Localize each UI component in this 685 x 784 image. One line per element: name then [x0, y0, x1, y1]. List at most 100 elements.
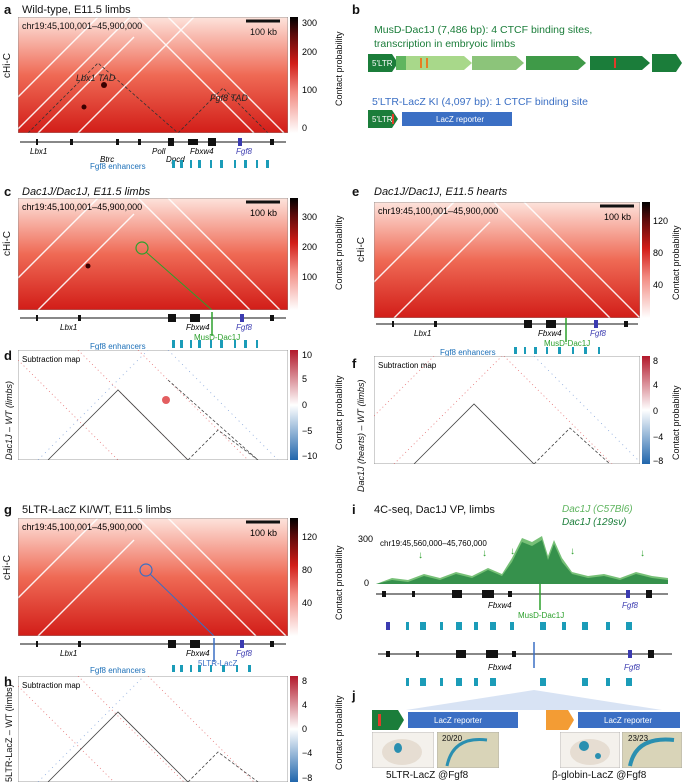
legend-c57bl6: Dac1J (C57Bl6)	[562, 504, 633, 515]
coords-text: chr19:45,100,001–45,900,000	[22, 21, 142, 31]
svg-text:200: 200	[302, 242, 317, 252]
reporter-1-label: LacZ reporter	[434, 716, 482, 725]
tad-triangles	[27, 62, 269, 133]
count-2: 23/23	[628, 734, 649, 743]
panel-g-hic-map: chr19:45,100,001–45,900,000 100 kb	[18, 518, 288, 636]
svg-text:10: 10	[302, 350, 312, 360]
embryo-image-2	[560, 732, 620, 768]
svg-text:↓: ↓	[640, 548, 645, 559]
panel-a-colorbar: 300 200 100 0	[290, 17, 317, 133]
svg-text:Fgf8: Fgf8	[236, 649, 253, 658]
panel-label-g: g	[4, 502, 12, 517]
panel-a-cbar-label: Contact probability	[334, 31, 344, 106]
panel-g-colorbar: 120 80 40	[290, 518, 317, 636]
panel-e-hic-map: chr19:45,100,001–45,900,000 100 kb	[374, 202, 640, 318]
svg-text:300: 300	[302, 18, 317, 28]
panel-f-subtraction-map: Subtraction map	[374, 356, 640, 464]
panel-a-ylabel: cHi-C	[2, 53, 13, 78]
panel-c-enhancers-label: Fgf8 enhancers	[90, 342, 146, 351]
contact-dot	[101, 82, 107, 88]
panel-label-a: a	[4, 2, 12, 17]
panel-i-enhancers	[386, 622, 632, 630]
tad-lines	[18, 17, 285, 133]
svg-text:5: 5	[302, 374, 307, 384]
panel-label-e: e	[352, 184, 360, 199]
ectopic-contact-circle	[135, 241, 149, 255]
svg-text:100 kb: 100 kb	[604, 212, 631, 222]
panel-f-ylabel: Dac1J (hearts) – WT (limbs)	[356, 379, 366, 492]
svg-text:5LTR-LacZ: 5LTR-LacZ	[198, 659, 238, 668]
heatmap-bg	[18, 17, 288, 133]
panel-e-ylabel: cHi-C	[356, 237, 367, 262]
panel-a-enhancers	[172, 160, 269, 168]
svg-text:80: 80	[302, 565, 312, 575]
panel-i-4c-track: 300 0 chr19:45,560,000–45,760,000 ↓ ↓ ↓ ↓ ↓ …	[358, 534, 668, 620]
panel-g-enhancers	[172, 665, 251, 672]
panel-f-cbar-label: Contact probability	[671, 385, 681, 460]
svg-text:120: 120	[302, 532, 317, 542]
tad-label-fgf8: Fgf8 TAD	[210, 93, 248, 103]
svg-text:Fbxw4: Fbxw4	[538, 329, 562, 338]
panel-i-title: 4C-seq, Dac1J VP, limbs	[374, 504, 495, 516]
panel-b-line3: 5'LTR-LacZ KI (4,097 bp): 1 CTCF binding…	[372, 96, 588, 108]
svg-text:5'LTR: 5'LTR	[372, 59, 393, 68]
limb-image-2	[622, 732, 682, 768]
panel-e-enhancers-label: Fgf8 enhancers	[440, 348, 496, 357]
svg-text:100 kb: 100 kb	[250, 208, 277, 218]
svg-text:Fgf8: Fgf8	[622, 601, 639, 610]
svg-text:Subtraction map: Subtraction map	[22, 681, 81, 690]
svg-text:chr19:45,100,001–45,900,000: chr19:45,100,001–45,900,000	[22, 522, 142, 532]
svg-text:−8: −8	[302, 773, 312, 783]
svg-text:Subtraction map: Subtraction map	[378, 361, 437, 370]
panel-d-ylabel: Dac1J – WT (limbs)	[4, 380, 14, 460]
panel-label-b: b	[352, 2, 360, 17]
svg-text:0: 0	[364, 578, 369, 588]
svg-text:100: 100	[302, 85, 317, 95]
svg-text:MusD-Dac1J: MusD-Dac1J	[544, 339, 590, 348]
svg-text:0: 0	[302, 400, 307, 410]
reporter-2-label: LacZ reporter	[604, 716, 652, 725]
svg-text:5'LTR: 5'LTR	[372, 115, 393, 124]
svg-text:40: 40	[302, 598, 312, 608]
panel-e-cbar-label: Contact probability	[671, 225, 681, 300]
panel-e-colorbar: 120 80 40	[642, 202, 668, 318]
panel-h-colorbar: 8 4 0 −4 −8	[290, 676, 312, 783]
svg-text:120: 120	[653, 216, 668, 226]
panel-b-line2: transcription in embryoic limbs	[374, 38, 516, 50]
panel-h-subtraction-map: Subtraction map	[18, 676, 288, 782]
panel-a-hic-map: chr19:45,100,001–45,900,000 100 kb Lbx1 …	[18, 17, 288, 133]
ectopic-contact-circle	[139, 563, 153, 577]
svg-text:LacZ reporter: LacZ reporter	[436, 115, 484, 124]
svg-text:−4: −4	[302, 748, 312, 758]
svg-text:100 kb: 100 kb	[250, 528, 277, 538]
panel-c-ylabel: cHi-C	[2, 231, 13, 256]
svg-text:Subtraction map: Subtraction map	[22, 355, 81, 364]
panel-g-gene-track: Lbx1 Fbxw4 Fgf8 5LTR-LacZ	[20, 638, 286, 668]
panel-b-line1: MusD-Dac1J (7,486 bp): 4 CTCF binding si…	[374, 24, 593, 36]
svg-text:Fbxw4: Fbxw4	[190, 147, 214, 156]
panel-label-h: h	[4, 674, 12, 689]
panel-g-enhancers-label: Fgf8 enhancers	[90, 666, 146, 675]
svg-text:↓: ↓	[570, 546, 575, 557]
svg-text:0: 0	[302, 123, 307, 133]
svg-text:−5: −5	[302, 426, 312, 436]
svg-text:300: 300	[302, 212, 317, 222]
panel-f-colorbar: 8 4 0 −4 −8	[642, 356, 663, 466]
svg-text:Fgf8: Fgf8	[590, 329, 607, 338]
svg-text:−4: −4	[653, 432, 663, 442]
svg-text:Fbxw4: Fbxw4	[186, 649, 210, 658]
count-1: 20/20	[442, 734, 463, 743]
panel-h-ylabel: 5LTR-LacZ – WT (limbs)	[4, 684, 14, 782]
svg-text:−10: −10	[302, 451, 317, 461]
scale-text: 100 kb	[250, 27, 277, 37]
caption-1: 5LTR-LacZ @Fgf8	[386, 770, 469, 781]
svg-text:300: 300	[358, 534, 373, 544]
svg-text:Fgf8: Fgf8	[624, 663, 641, 672]
contact-dot	[81, 104, 87, 110]
panel-label-i: i	[352, 502, 356, 517]
svg-text:↓: ↓	[418, 550, 423, 561]
svg-text:Lbx1: Lbx1	[30, 147, 47, 156]
svg-text:Lbx1: Lbx1	[60, 323, 77, 332]
panel-e-enhancers	[514, 347, 600, 354]
svg-text:Fbxw4: Fbxw4	[488, 663, 512, 672]
